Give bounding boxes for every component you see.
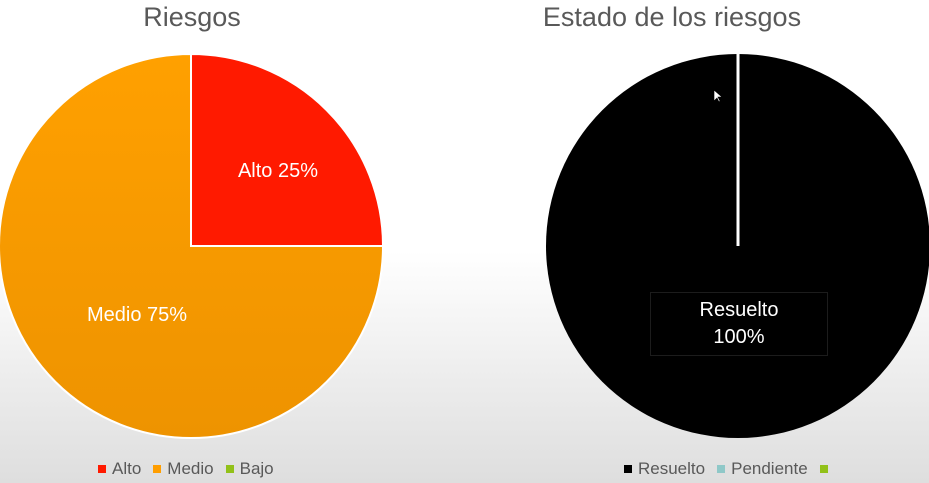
chart-title: Estado de los riesgos [542, 2, 802, 32]
pie-slice-alto[interactable] [190, 52, 385, 247]
riesgos-pie: Alto 25% Medio 75% [0, 52, 385, 439]
legend-item-alto[interactable]: Alto [98, 459, 141, 479]
legend-swatch-unnamed [819, 465, 828, 473]
mouse-cursor-icon [713, 89, 723, 103]
legend-label: Pendiente [731, 459, 808, 478]
estado-pie [546, 54, 929, 438]
legend-item-medio[interactable]: Medio [153, 459, 214, 479]
chart-title: Riesgos [143, 2, 241, 32]
legend-swatch-bajo [225, 465, 234, 473]
legend-swatch-pendiente [717, 465, 726, 473]
pie-slice-medio[interactable] [0, 52, 385, 439]
legend-label: Resuelto [638, 459, 706, 478]
legend-label: Alto [112, 459, 142, 478]
legend-swatch-medio [153, 465, 162, 473]
legend-swatch-alto [98, 465, 106, 473]
slice-label-medio: Medio 75% [87, 304, 187, 326]
chart-legend: Resuelto Pendiente [624, 459, 846, 479]
legend-swatch-resuelto [624, 465, 632, 473]
slice-label-percent: 100% [713, 326, 765, 348]
legend-item-pendiente[interactable]: Pendiente [717, 459, 808, 479]
legend-item-resuelto[interactable]: Resuelto [624, 459, 705, 479]
legend-label: Bajo [239, 459, 274, 478]
slice-label-resuelto: Resuelto 100% [650, 292, 828, 356]
legend-item-bajo[interactable]: Bajo [225, 459, 274, 479]
slice-label-alto: Alto 25% [238, 160, 318, 182]
estado-riesgos-chart: Estado de los riesgos Resuelto 100% Resu… [470, 0, 929, 483]
legend-label: Medio [167, 459, 214, 478]
slice-label-name: Resuelto [699, 299, 779, 321]
legend-item-unnamed[interactable] [819, 465, 834, 473]
chart-legend: Alto Medio Bajo [98, 459, 286, 479]
riesgos-chart: Riesgos Alto 25% Medio 75% Alto Medio Baj… [0, 2, 385, 479]
